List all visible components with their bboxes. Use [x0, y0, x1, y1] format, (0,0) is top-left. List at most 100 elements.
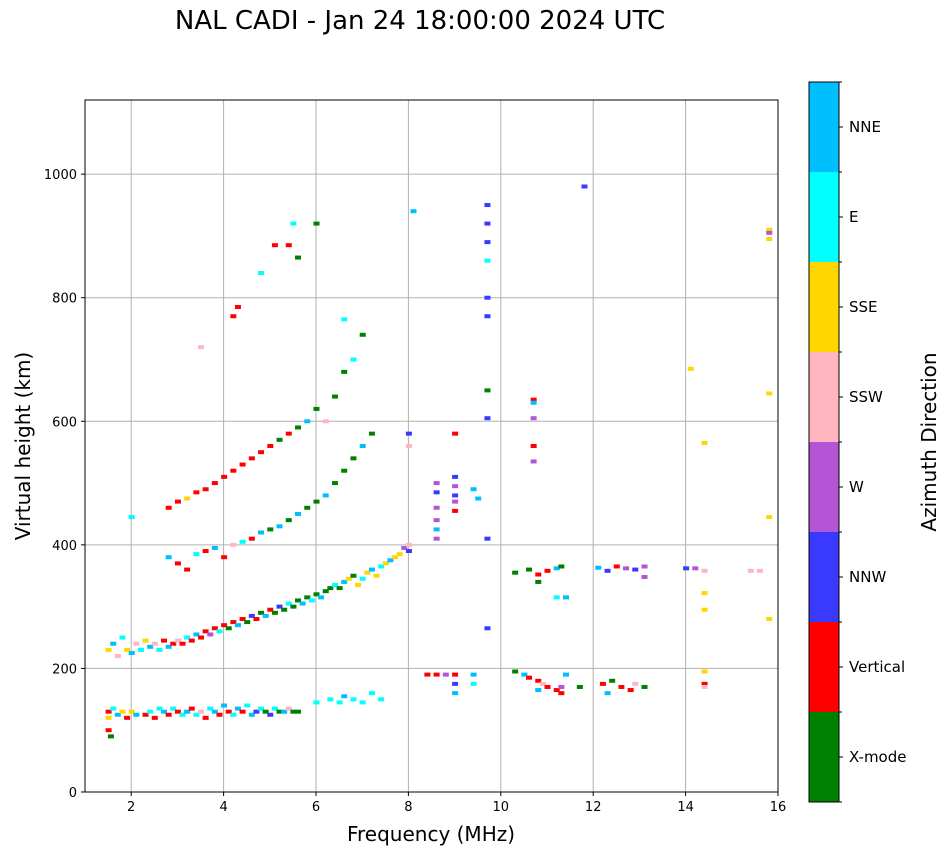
data-point — [452, 672, 459, 677]
data-point — [336, 700, 343, 705]
data-point — [322, 419, 329, 424]
data-point — [271, 706, 278, 711]
data-point — [258, 706, 265, 711]
data-point — [553, 566, 560, 571]
data-point — [623, 566, 630, 571]
colorbar-tick-label: SSW — [849, 388, 883, 406]
data-point — [239, 462, 246, 467]
data-point — [701, 681, 708, 686]
data-point — [313, 700, 320, 705]
x-tick-label: 10 — [493, 800, 510, 815]
data-point — [424, 672, 431, 677]
data-point — [484, 258, 491, 263]
data-point — [211, 545, 218, 550]
data-point — [378, 564, 385, 569]
data-point — [530, 459, 537, 464]
y-tick-label: 600 — [52, 415, 77, 430]
data-point — [368, 431, 375, 436]
data-point — [276, 604, 283, 609]
data-point — [137, 647, 144, 652]
data-point — [179, 641, 186, 646]
colorbar-tick-label: NNW — [849, 568, 886, 586]
data-point — [198, 345, 204, 350]
data-point — [368, 691, 375, 696]
data-point — [373, 573, 380, 578]
data-point — [350, 456, 357, 461]
data-point — [290, 221, 297, 226]
data-point — [276, 437, 283, 442]
colorbar-swatch — [809, 172, 839, 262]
colorbar-swatch — [809, 262, 839, 352]
colorbar-swatch — [809, 532, 839, 622]
data-point — [114, 712, 121, 717]
data-point — [211, 626, 218, 631]
data-point — [470, 487, 477, 492]
y-axis-ticks: 0 200 400 600 800 1000 — [44, 168, 85, 801]
data-point — [701, 440, 708, 445]
data-point — [202, 549, 209, 554]
data-point — [128, 709, 135, 714]
data-point — [452, 499, 459, 504]
data-point — [345, 576, 352, 581]
data-point — [512, 669, 519, 674]
x-tick-label: 16 — [770, 800, 787, 815]
data-point — [539, 681, 546, 686]
data-point — [107, 734, 114, 739]
data-point — [641, 684, 648, 689]
data-point — [211, 481, 218, 486]
colorbar-tick-label: SSE — [849, 298, 878, 316]
x-tick-label: 12 — [585, 800, 602, 815]
data-point — [405, 431, 412, 436]
data-point — [609, 678, 616, 683]
data-point — [124, 647, 131, 652]
data-point — [285, 601, 292, 606]
data-point — [766, 237, 773, 242]
data-point — [147, 644, 154, 649]
data-point — [119, 709, 126, 714]
data-point — [230, 468, 237, 473]
data-point — [285, 243, 292, 248]
colorbar-label: Azimuth Direction — [917, 352, 941, 531]
data-point — [364, 570, 371, 575]
data-point — [475, 496, 482, 501]
data-point — [322, 589, 329, 594]
data-point — [452, 691, 459, 696]
data-point — [618, 684, 625, 689]
data-point — [526, 567, 533, 572]
data-point — [452, 431, 459, 436]
data-point — [184, 496, 191, 501]
data-point — [484, 203, 491, 208]
data-point — [442, 672, 449, 677]
y-tick-label: 1000 — [44, 168, 77, 183]
data-point — [128, 515, 135, 520]
data-point — [281, 709, 288, 714]
data-point — [211, 709, 218, 714]
data-point — [553, 595, 560, 600]
data-point — [295, 511, 302, 516]
colorbar-swatch — [809, 352, 839, 442]
data-point — [341, 694, 348, 699]
data-point — [530, 400, 537, 405]
data-point — [544, 568, 551, 573]
chart-title: NAL CADI - Jan 24 18:00:00 2024 UTC — [174, 6, 666, 36]
data-point — [581, 184, 588, 189]
data-point — [701, 607, 708, 612]
data-point — [484, 388, 491, 393]
data-point — [253, 709, 260, 714]
data-point — [142, 638, 149, 643]
data-point — [484, 314, 491, 319]
data-point — [271, 610, 278, 615]
colorbar-tick-label: X-mode — [849, 748, 906, 766]
data-point — [230, 712, 237, 717]
colorbar-swatch — [809, 712, 839, 802]
data-point — [165, 712, 172, 717]
data-point — [267, 444, 274, 448]
data-point — [304, 505, 311, 510]
x-axis-ticks: 2 4 6 8 10 12 14 16 — [127, 792, 786, 815]
data-point — [701, 568, 708, 573]
data-point — [124, 715, 131, 720]
data-point — [331, 394, 338, 399]
colorbar-tick-label: W — [849, 478, 864, 496]
data-point — [535, 688, 542, 693]
data-point — [692, 566, 699, 571]
